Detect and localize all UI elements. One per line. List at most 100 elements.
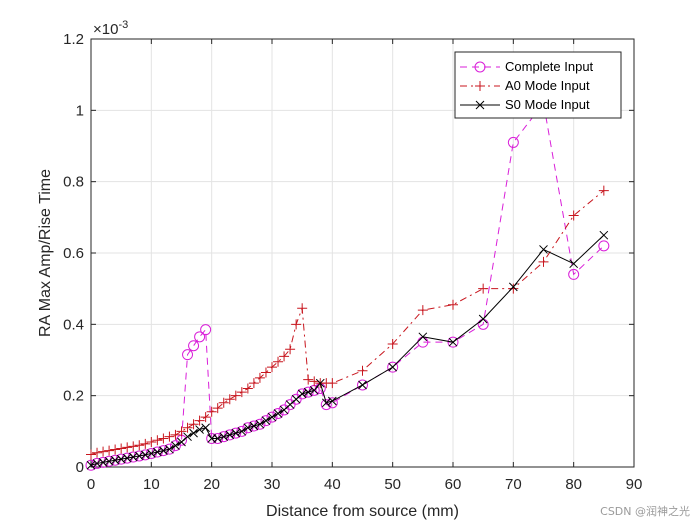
data-point — [599, 230, 609, 240]
data-point — [242, 383, 253, 394]
data-point — [539, 245, 548, 254]
data-point — [159, 446, 168, 455]
data-point — [153, 447, 162, 457]
legend: Complete Input A0 Mode Input S0 Mode Inp… — [454, 51, 622, 119]
data-point — [122, 442, 133, 453]
data-point — [285, 344, 296, 355]
data-point — [478, 283, 489, 294]
data-point — [249, 421, 259, 431]
data-point — [182, 422, 193, 433]
y-tick-label: 0.4 — [63, 316, 84, 333]
data-point — [146, 437, 157, 448]
x-tick-label: 30 — [264, 476, 281, 493]
data-point — [296, 388, 308, 400]
data-point — [478, 314, 488, 324]
data-point — [200, 324, 212, 336]
data-point — [254, 372, 265, 383]
legend-label-complete-input: Complete Input — [505, 59, 594, 74]
data-point — [387, 338, 398, 349]
data-point — [224, 429, 236, 441]
data-point — [327, 378, 338, 389]
data-point — [309, 385, 319, 395]
data-point — [248, 378, 259, 389]
tick-labels: 0 10 20 30 40 50 60 70 80 90 0 0.2 0.4 0.6 0.8 1 1.2 — [63, 31, 642, 493]
data-point — [218, 431, 230, 443]
data-point — [327, 396, 337, 406]
data-point — [213, 434, 223, 443]
x-tick-label: 60 — [445, 476, 462, 493]
data-point — [448, 337, 458, 347]
y-tick-label: 0.8 — [63, 174, 84, 191]
series-line — [90, 101, 605, 466]
legend-label-a0-mode-input: A0 Mode Input — [505, 78, 590, 93]
data-point — [201, 423, 210, 433]
x-tick-label: 40 — [324, 476, 341, 493]
data-point — [387, 361, 399, 373]
y-tick-label: 0.2 — [63, 388, 84, 405]
data-point — [267, 412, 277, 422]
x-tick-label: 90 — [626, 476, 643, 493]
data-point — [146, 449, 156, 458]
x-tick-label: 50 — [384, 476, 401, 493]
data-point — [309, 376, 320, 387]
data-point — [225, 430, 235, 440]
data-point — [152, 435, 163, 446]
data-point — [254, 418, 266, 430]
data-point — [273, 356, 284, 367]
data-point — [248, 420, 260, 432]
watermark: CSDN @润神之光 — [600, 505, 690, 518]
data-point — [194, 415, 205, 426]
series-a0-mode-input — [86, 185, 609, 460]
legend-label-s0-mode-input: S0 Mode Input — [505, 97, 590, 112]
x-tick-label: 70 — [505, 476, 522, 493]
data-point — [260, 367, 271, 378]
legend-marker — [475, 100, 485, 110]
x-axis-title: Distance from source (mm) — [266, 503, 459, 520]
data-point — [183, 432, 192, 442]
data-point — [236, 425, 248, 437]
data-point — [219, 432, 229, 442]
data-point — [243, 423, 253, 433]
data-point — [206, 406, 217, 417]
series-group — [85, 97, 610, 471]
data-point — [266, 411, 278, 423]
y-tick-label: 1 — [76, 102, 84, 119]
data-point — [171, 441, 180, 450]
data-point — [218, 397, 229, 408]
data-point — [92, 447, 103, 458]
data-point — [321, 398, 331, 408]
series-complete-input — [85, 97, 610, 471]
data-point — [297, 389, 307, 399]
data-point — [188, 340, 200, 352]
data-point — [176, 426, 187, 437]
data-point — [195, 425, 204, 434]
legend-marker — [474, 61, 486, 73]
data-point — [358, 380, 367, 390]
data-point — [164, 431, 175, 442]
data-point — [212, 403, 223, 414]
data-point — [110, 444, 121, 455]
data-point — [128, 441, 139, 452]
data-point — [230, 427, 242, 439]
data-point — [302, 386, 314, 398]
data-point — [134, 440, 145, 451]
x-tick-label: 10 — [143, 476, 160, 493]
data-point — [303, 387, 313, 397]
data-point — [357, 365, 368, 376]
data-point — [224, 394, 235, 405]
data-point — [272, 408, 284, 419]
data-point — [140, 438, 151, 449]
data-point — [388, 362, 398, 372]
data-point — [200, 412, 211, 423]
data-point — [598, 185, 609, 196]
data-point — [242, 422, 254, 434]
data-point — [417, 305, 428, 316]
data-point — [508, 282, 518, 292]
data-point — [569, 259, 579, 269]
data-point — [315, 378, 325, 388]
data-point — [448, 299, 458, 310]
data-point — [279, 351, 290, 362]
data-point — [538, 256, 549, 267]
data-point — [116, 443, 127, 454]
